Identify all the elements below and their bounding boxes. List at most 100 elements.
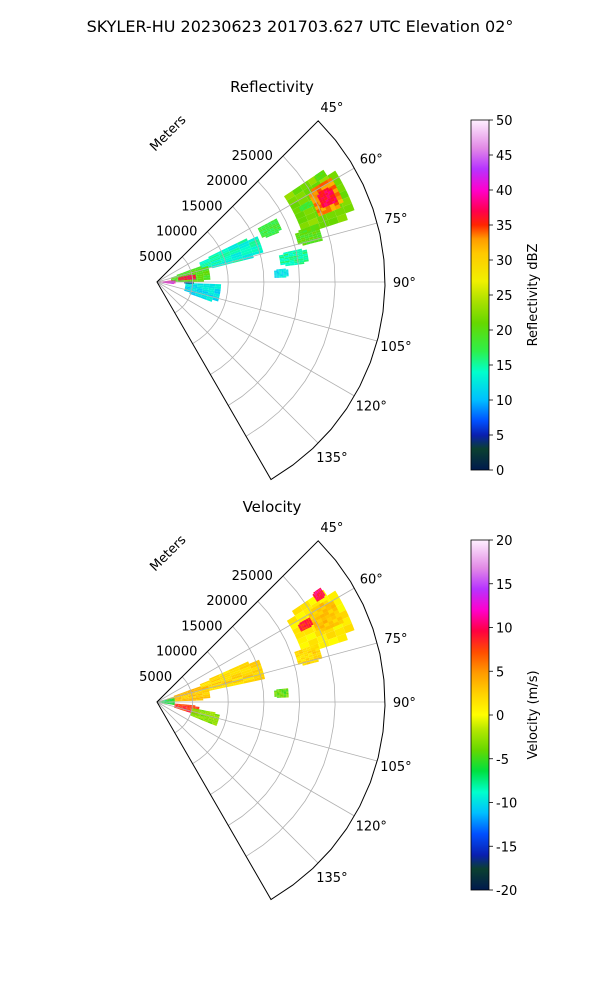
echo-cell xyxy=(325,199,329,203)
echo-cell xyxy=(334,206,346,217)
echo-cell xyxy=(305,623,309,626)
echo-cell xyxy=(298,254,304,257)
echo-cell xyxy=(294,630,306,640)
echo-cell xyxy=(243,676,254,682)
echo-cell xyxy=(304,627,308,630)
echo-cell xyxy=(305,618,309,621)
echo-cell xyxy=(185,284,192,286)
echo-cell xyxy=(314,239,319,243)
echo-cell xyxy=(306,241,311,245)
echo-cell xyxy=(203,277,211,280)
echo-cell xyxy=(191,709,197,712)
echo-cell xyxy=(306,205,309,208)
echo-cell xyxy=(320,627,327,632)
echo-cell xyxy=(323,174,326,177)
echo-cell xyxy=(185,710,190,713)
echo-cell xyxy=(170,277,178,280)
echo-cell xyxy=(316,607,323,613)
echo-cell xyxy=(241,668,252,675)
echo-cell xyxy=(302,251,308,255)
colorbar-tick-label: 5 xyxy=(496,429,504,444)
echo-cell xyxy=(303,206,315,216)
echo-cell xyxy=(184,279,188,281)
colorbar-label: Reflectivity dBZ xyxy=(526,244,541,347)
colorbar xyxy=(470,539,490,891)
echo-cell xyxy=(267,230,272,234)
echo-cell xyxy=(214,288,221,292)
echo-cell xyxy=(312,190,319,196)
echo-cell xyxy=(300,629,304,632)
echo-cell xyxy=(191,711,196,715)
echo-cell xyxy=(274,694,277,696)
echo-cell xyxy=(274,274,277,276)
echo-cell xyxy=(171,279,178,281)
echo-cell xyxy=(283,268,286,270)
echo-cell xyxy=(195,714,200,717)
echo-cell xyxy=(320,170,323,173)
echo-cell xyxy=(171,283,175,284)
echo-cell xyxy=(319,199,323,203)
echo-cell xyxy=(303,255,309,259)
echo-cell xyxy=(286,275,289,277)
theta-tick-label: 105° xyxy=(380,760,411,775)
echo-cell xyxy=(308,204,312,207)
echo-cell xyxy=(306,648,312,652)
echo-cell xyxy=(198,717,204,721)
echo-cell xyxy=(274,693,277,695)
echo-cell xyxy=(181,698,189,701)
echo-cell xyxy=(332,187,339,194)
echo-cell xyxy=(289,620,301,631)
colorbar-label: Velocity (m/s) xyxy=(526,670,541,759)
echo-cell xyxy=(239,243,250,250)
radial-tick-label: 5000 xyxy=(139,670,172,685)
echo-cell xyxy=(281,270,284,273)
echo-cell xyxy=(181,278,185,280)
echo-cell xyxy=(274,690,277,692)
echo-cell xyxy=(307,637,319,647)
echo-cell xyxy=(323,202,328,206)
echo-cell xyxy=(197,277,204,281)
echo-cell xyxy=(279,694,282,696)
echo-cell xyxy=(278,689,282,691)
echo-cell xyxy=(316,194,321,198)
echo-cell xyxy=(204,715,210,719)
echo-cell xyxy=(302,203,306,206)
echo-layer xyxy=(158,587,355,726)
echo-cell xyxy=(204,717,210,720)
echo-cell xyxy=(304,233,309,237)
echo-cell xyxy=(177,276,181,278)
echo-cell xyxy=(171,283,174,285)
echo-cell xyxy=(278,692,282,694)
echo-cell xyxy=(181,699,189,702)
echo-cell xyxy=(178,279,182,280)
echo-cell xyxy=(321,597,324,600)
echo-cell xyxy=(299,622,302,625)
echo-cell xyxy=(278,269,282,271)
echo-cell xyxy=(281,273,284,275)
echo-cell xyxy=(181,695,189,699)
echo-cell xyxy=(221,259,233,264)
echo-cell xyxy=(310,660,315,664)
echo-cell xyxy=(313,223,319,227)
echo-cell xyxy=(323,188,327,192)
echo-cell xyxy=(311,231,317,235)
echo-cell xyxy=(215,284,222,287)
echo-cell xyxy=(319,587,322,590)
echo-cell xyxy=(319,172,322,174)
echo-cell xyxy=(276,272,279,274)
echo-cell xyxy=(299,208,303,210)
echo-cell xyxy=(208,253,220,260)
echo-cell xyxy=(306,228,312,232)
echo-cell xyxy=(169,699,172,701)
echo-cell xyxy=(300,624,304,627)
azimuth-gridline xyxy=(156,701,378,762)
echo-cell xyxy=(208,718,214,722)
echo-cell xyxy=(286,271,289,273)
echo-cell xyxy=(302,628,306,631)
echo-cell xyxy=(335,204,341,210)
echo-cell xyxy=(314,593,317,596)
echo-cell xyxy=(329,194,333,198)
echo-cell xyxy=(320,605,327,611)
colorbar-tick-label: 45 xyxy=(496,149,513,164)
azimuth-gridline xyxy=(156,281,355,397)
